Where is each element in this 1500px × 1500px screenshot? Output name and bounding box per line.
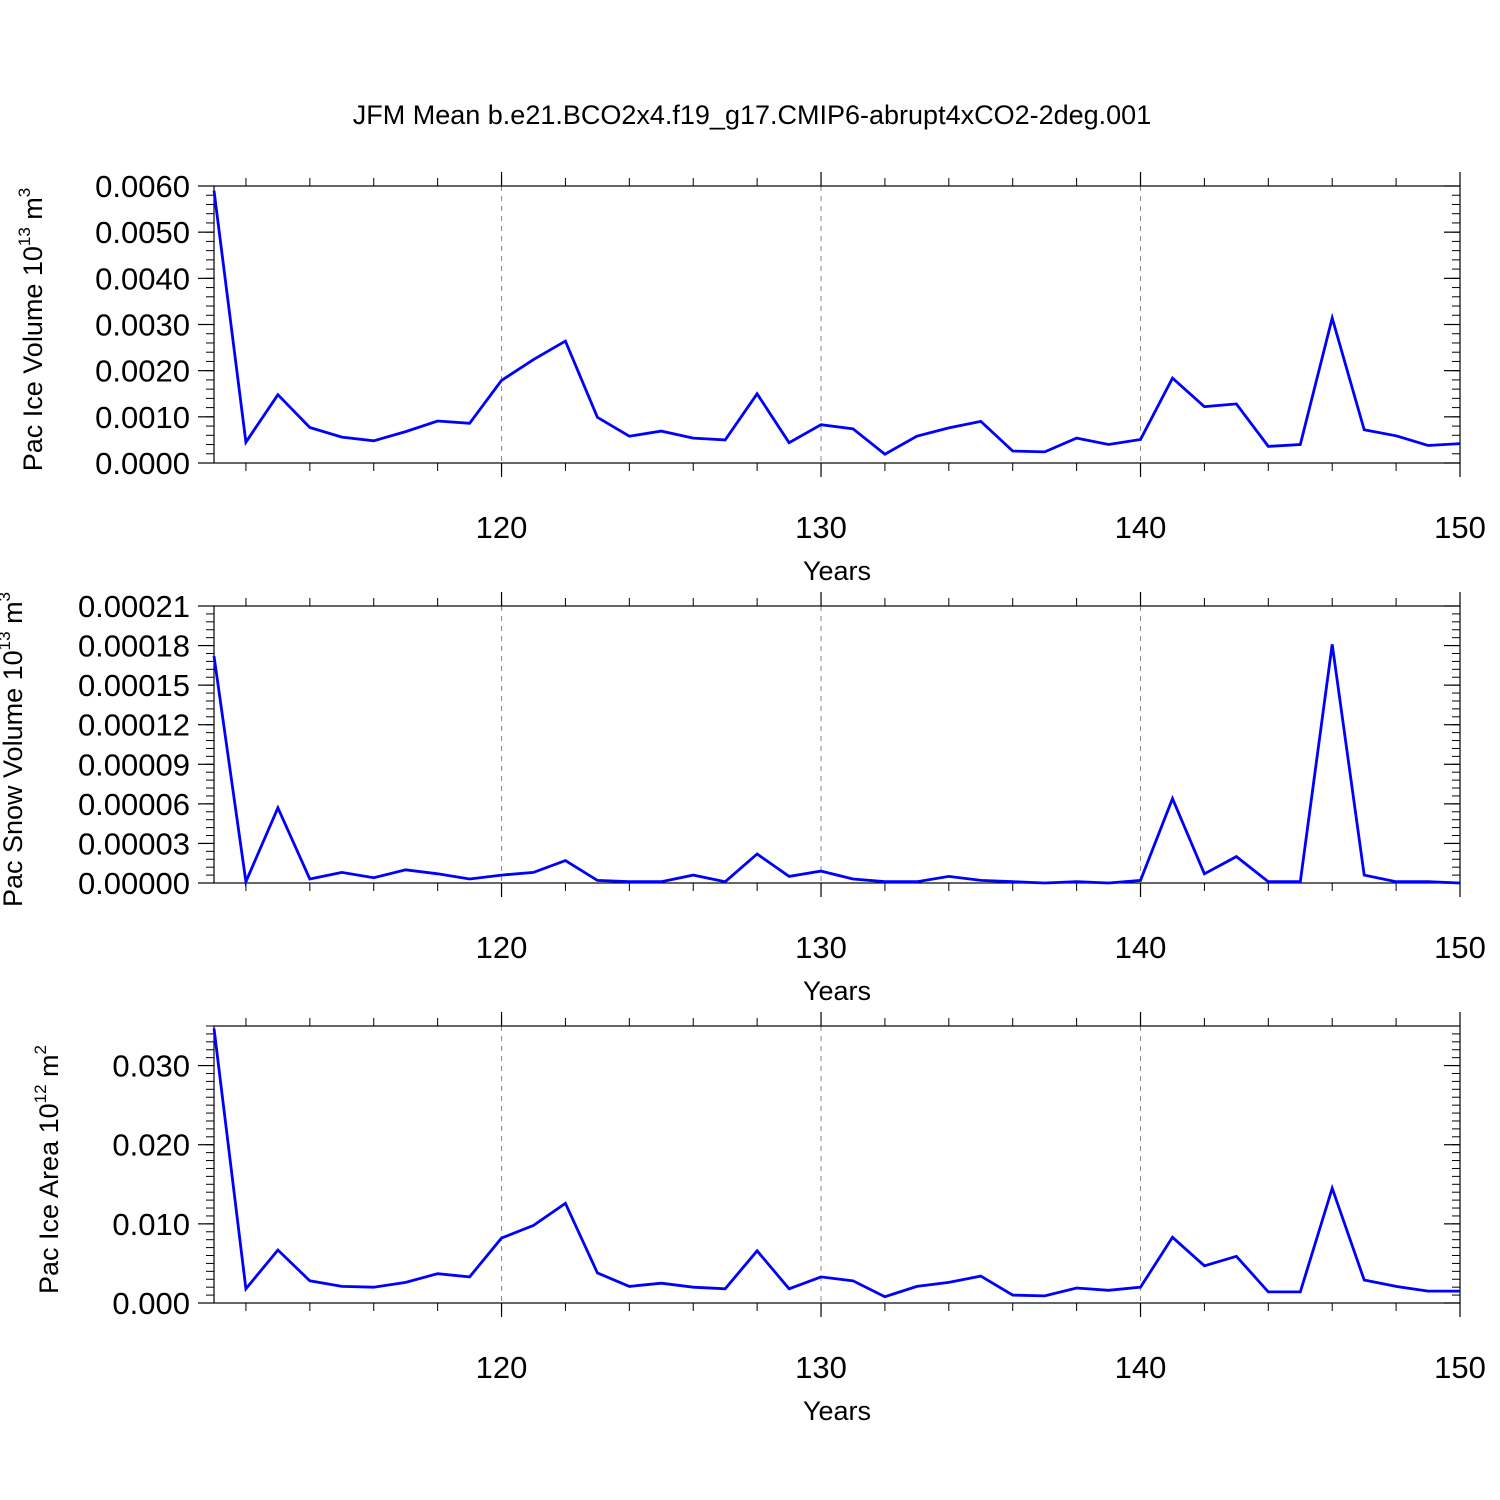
y-tick-label: 0.0000 [95, 446, 190, 481]
x-tick-label: 150 [1434, 930, 1486, 965]
x-tick-label: 120 [476, 930, 528, 965]
data-series-line [212, 644, 1461, 887]
y-axis-label-superscript: 12 [31, 1084, 50, 1103]
y-tick-label: 0.010 [112, 1207, 190, 1242]
y-tick-label: 0.00015 [78, 668, 190, 703]
x-tick-label: 130 [795, 930, 847, 965]
y-tick-label: 0.0010 [95, 400, 190, 435]
y-tick-label: 0.0040 [95, 261, 190, 296]
y-tick-label: 0.000 [112, 1286, 190, 1321]
panel-2: 120 130 140 150 0.00000 0.00003 0.00006 0.00009… [0, 589, 1486, 1006]
y-axis-label-part: Pac Ice Volume 10 [18, 246, 48, 471]
y-axis-label: Pac Snow Volume 1013 m3 [0, 592, 28, 907]
y-tick-label: 0.00018 [78, 629, 190, 664]
plot-frame [213, 185, 1461, 464]
plot-frame [213, 605, 1461, 884]
x-tick-label: 130 [795, 510, 847, 545]
x-tick-label: 150 [1434, 510, 1486, 545]
y-tick-label: 0.0060 [95, 169, 190, 204]
y-tick-label: 0.00003 [78, 826, 190, 861]
y-axis-label-part: Pac Snow Volume 10 [0, 650, 28, 907]
x-axis-label: Years [803, 556, 871, 586]
y-axis-label-superscript: 3 [15, 188, 34, 197]
y-axis-label: Pac Ice Volume 1013 m3 [15, 188, 48, 472]
x-tick-label: 150 [1434, 1350, 1486, 1385]
y-tick-label: 0.00021 [78, 589, 190, 624]
y-tick-label: 0.0030 [95, 308, 190, 343]
x-tick-label: 140 [1115, 510, 1167, 545]
data-series-line [212, 190, 1461, 456]
y-axis-label-part: m [18, 197, 48, 227]
y-tick-label: 0.00012 [78, 708, 190, 743]
x-tick-label: 120 [476, 510, 528, 545]
y-tick-label: 0.030 [112, 1049, 190, 1084]
figure-title: JFM Mean b.e21.BCO2x4.f19_g17.CMIP6-abru… [353, 100, 1151, 130]
y-axis-label-superscript: 13 [0, 631, 14, 650]
y-tick-label: 0.00006 [78, 787, 190, 822]
y-tick-label: 0.00000 [78, 866, 190, 901]
y-tick-label: 0.00009 [78, 747, 190, 782]
y-axis-label-superscript: 2 [31, 1045, 50, 1054]
y-axis-label-superscript: 3 [0, 592, 14, 601]
y-axis-label-part: Pac Ice Area 10 [34, 1103, 64, 1294]
panel-1: 120 130 140 150 0.0000 0.0010 0.0020 0.0030 0.00… [15, 169, 1486, 586]
x-axis-label: Years [803, 976, 871, 1006]
plot-frame [213, 1025, 1461, 1304]
x-tick-label: 140 [1115, 1350, 1167, 1385]
y-axis-label: Pac Ice Area 1012 m2 [31, 1045, 64, 1294]
x-tick-label: 140 [1115, 930, 1167, 965]
x-axis-label: Years [803, 1396, 871, 1426]
y-axis-label-superscript: 13 [15, 227, 34, 246]
data-series-line [212, 1028, 1460, 1299]
x-tick-label: 120 [476, 1350, 528, 1385]
y-tick-label: 0.0050 [95, 215, 190, 250]
x-tick-label: 130 [795, 1350, 847, 1385]
y-tick-label: 0.020 [112, 1128, 190, 1163]
y-axis-label-part: m [34, 1054, 64, 1084]
y-tick-label: 0.0020 [95, 354, 190, 389]
panel-3: 120 130 140 150 0.000 0.010 0.020 0.030 Years Pac… [31, 1012, 1486, 1426]
y-axis-label-part: m [0, 601, 28, 631]
